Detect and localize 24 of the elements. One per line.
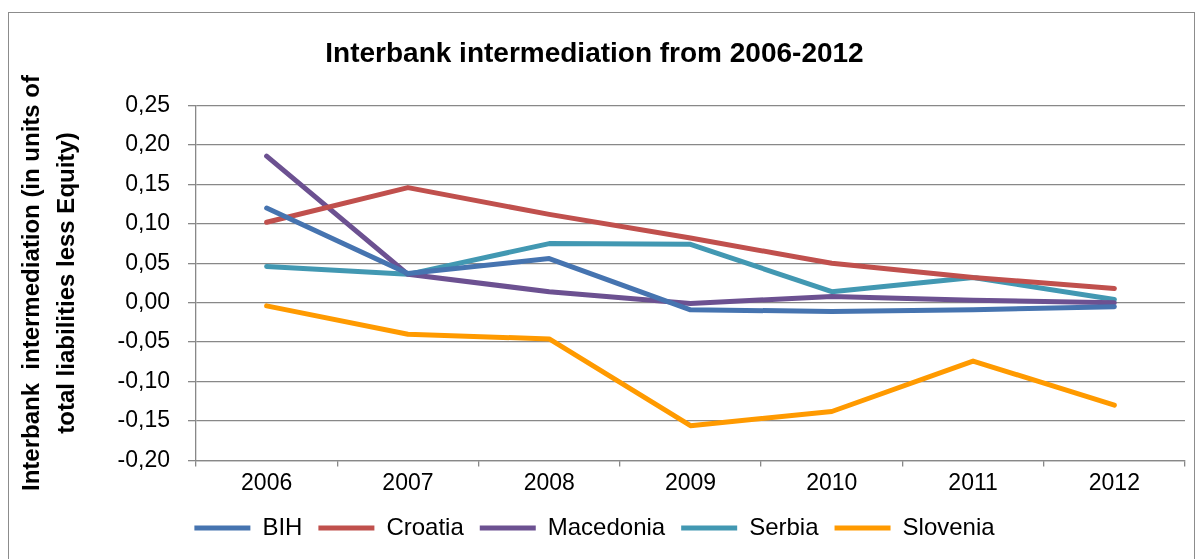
- x-tick-label: 2007: [382, 468, 434, 495]
- y-tick-label: 0,25: [125, 90, 170, 117]
- legend-label: Serbia: [749, 512, 820, 540]
- y-tick-label: 0,15: [125, 169, 170, 196]
- y-tick-label: 0,20: [125, 130, 170, 157]
- y-tick-label: 0,05: [125, 248, 170, 275]
- x-tick-label: 2011: [948, 468, 998, 495]
- y-tick-label: -0,10: [117, 366, 170, 393]
- x-tick-label: 2009: [664, 468, 717, 495]
- legend-label: Croatia: [386, 512, 465, 540]
- chart-title: Interbank intermediation from 2006-2012: [325, 36, 864, 68]
- x-tick-label: 2006: [241, 468, 293, 495]
- legend-label: Macedonia: [547, 512, 666, 540]
- y-tick-label: 0,00: [125, 288, 170, 315]
- y-tick-label: -0,15: [117, 406, 170, 433]
- legend-label: BIH: [262, 512, 303, 540]
- y-axis-title: Interbank intermediation (in units of total liabilities less Equity): [17, 73, 79, 492]
- legend-label: Slovenia: [902, 512, 996, 540]
- x-tick-label: 2008: [523, 468, 575, 495]
- x-tick-label: 2012: [1088, 468, 1140, 495]
- y-tick-label: 0,10: [125, 209, 170, 236]
- y-tick-label: -0,20: [117, 445, 170, 472]
- x-tick-label: 2010: [806, 468, 858, 495]
- y-tick-label: -0,05: [117, 327, 170, 354]
